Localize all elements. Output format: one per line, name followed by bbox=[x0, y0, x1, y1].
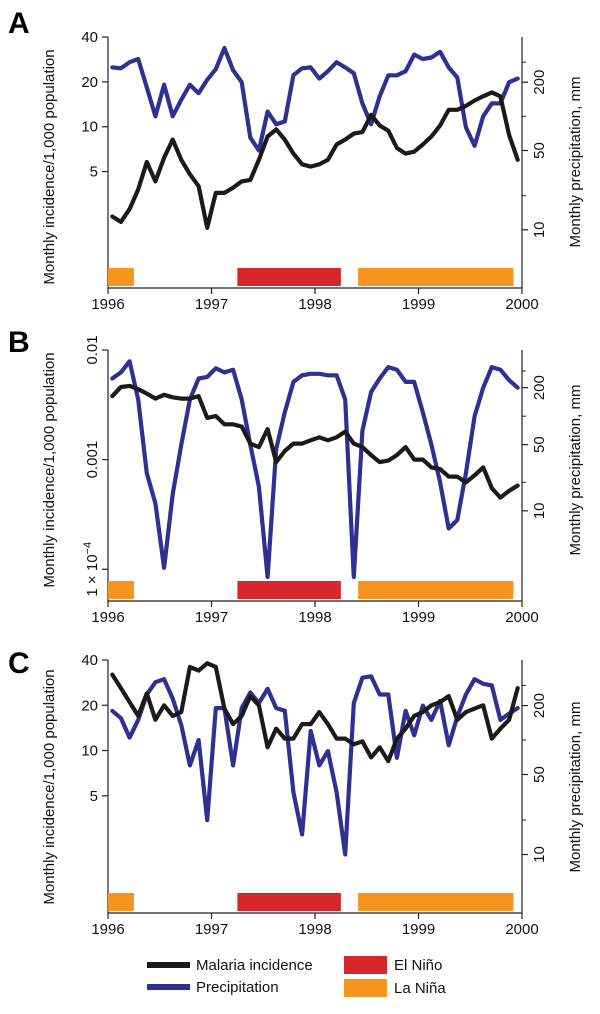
right-tick-label-b-2: 200 bbox=[531, 375, 548, 400]
right-tick-label-b-1: 50 bbox=[531, 436, 548, 453]
x-tick-label-c-1998: 1998 bbox=[298, 921, 331, 938]
x-tick-label-a-1998: 1998 bbox=[298, 296, 331, 313]
legend-label-malaria: Malaria incidence bbox=[196, 957, 313, 974]
enso-band-a-1 bbox=[237, 268, 341, 286]
series-line-malaria-a bbox=[110, 90, 520, 230]
left-tick-label-c-3: 40 bbox=[81, 652, 98, 669]
x-tick-label-a-1999: 1999 bbox=[402, 296, 435, 313]
x-tick-label-c-1997: 1997 bbox=[195, 921, 228, 938]
series-line-malaria-b bbox=[110, 383, 520, 500]
x-tick-label-a-1996: 1996 bbox=[91, 296, 124, 313]
right-tick-label-a-0: 10 bbox=[531, 221, 548, 238]
legend: Malaria incidence Precipitation El Niño … bbox=[147, 956, 446, 997]
left-tick-label-b-1: 0.001 bbox=[84, 441, 101, 479]
right-axis-title-a: Monthly precipitation, mm bbox=[567, 77, 584, 248]
left-tick-label-a-2: 20 bbox=[81, 74, 98, 91]
x-tick-label-b-1997: 1997 bbox=[195, 609, 228, 626]
legend-swatch-la-nina bbox=[344, 979, 387, 997]
right-tick-label-a-2: 200 bbox=[531, 70, 548, 95]
left-tick-label-a-3: 40 bbox=[81, 29, 98, 46]
left-tick-label-c-1: 10 bbox=[81, 743, 98, 760]
panel-a: A Monthly incidence/1,000 population Mon… bbox=[8, 7, 584, 313]
enso-band-c-2 bbox=[358, 893, 514, 911]
x-tick-label-b-2000: 2000 bbox=[505, 609, 538, 626]
x-tick-label-c-2000: 2000 bbox=[505, 921, 538, 938]
enso-band-a-2 bbox=[358, 268, 514, 286]
right-tick-label-a-1: 50 bbox=[531, 142, 548, 159]
x-tick-label-a-1997: 1997 bbox=[195, 296, 228, 313]
x-tick-label-b-1998: 1998 bbox=[298, 609, 331, 626]
right-axis-title-b: Monthly precipitation, mm bbox=[567, 385, 584, 556]
enso-band-a-0 bbox=[108, 268, 134, 286]
legend-label-el-nino: El Niño bbox=[394, 957, 442, 974]
enso-band-b-2 bbox=[358, 581, 514, 599]
right-tick-label-c-1: 50 bbox=[531, 766, 548, 783]
legend-swatch-el-nino bbox=[344, 956, 387, 974]
enso-band-b-1 bbox=[237, 581, 341, 599]
left-tick-label-b-2: 0.01 bbox=[84, 335, 101, 364]
series-line-malaria-c bbox=[110, 661, 520, 764]
left-tick-label-c-0: 5 bbox=[90, 788, 98, 805]
x-tick-label-b-1999: 1999 bbox=[402, 609, 435, 626]
right-tick-label-c-0: 10 bbox=[531, 846, 548, 863]
panel-b: B Monthly incidence/1,000 population Mon… bbox=[8, 326, 584, 626]
left-axis-title-b: Monthly incidence/1,000 population bbox=[41, 352, 58, 587]
legend-label-la-nina: La Niña bbox=[394, 980, 446, 997]
series-line-precipitation-b bbox=[110, 359, 520, 580]
left-axis-title-c: Monthly incidence/1,000 population bbox=[41, 669, 58, 904]
panel-label-a: A bbox=[8, 7, 30, 40]
enso-band-b-0 bbox=[108, 581, 134, 599]
right-tick-label-b-0: 10 bbox=[531, 502, 548, 519]
left-axis-title-a: Monthly incidence/1,000 population bbox=[41, 49, 58, 284]
enso-band-c-1 bbox=[237, 893, 341, 911]
panel-label-b: B bbox=[8, 326, 30, 359]
enso-band-c-0 bbox=[108, 893, 134, 911]
series-line-precipitation-a bbox=[110, 45, 520, 153]
left-tick-label-a-0: 5 bbox=[90, 164, 98, 181]
left-tick-label-b-0: 1 × 10−4 bbox=[82, 542, 101, 597]
x-tick-label-c-1996: 1996 bbox=[91, 921, 124, 938]
right-tick-label-c-2: 200 bbox=[531, 693, 548, 718]
series-line-precipitation-c bbox=[110, 674, 520, 857]
legend-label-precipitation: Precipitation bbox=[196, 979, 279, 996]
left-tick-label-a-1: 10 bbox=[81, 119, 98, 136]
x-tick-label-b-1996: 1996 bbox=[91, 609, 124, 626]
panel-c: C Monthly incidence/1,000 population Mon… bbox=[8, 647, 584, 938]
x-tick-label-a-2000: 2000 bbox=[505, 296, 538, 313]
left-tick-label-c-2: 20 bbox=[81, 697, 98, 714]
panel-label-c: C bbox=[8, 647, 30, 680]
x-tick-label-c-1999: 1999 bbox=[402, 921, 435, 938]
right-axis-title-c: Monthly precipitation, mm bbox=[567, 702, 584, 873]
